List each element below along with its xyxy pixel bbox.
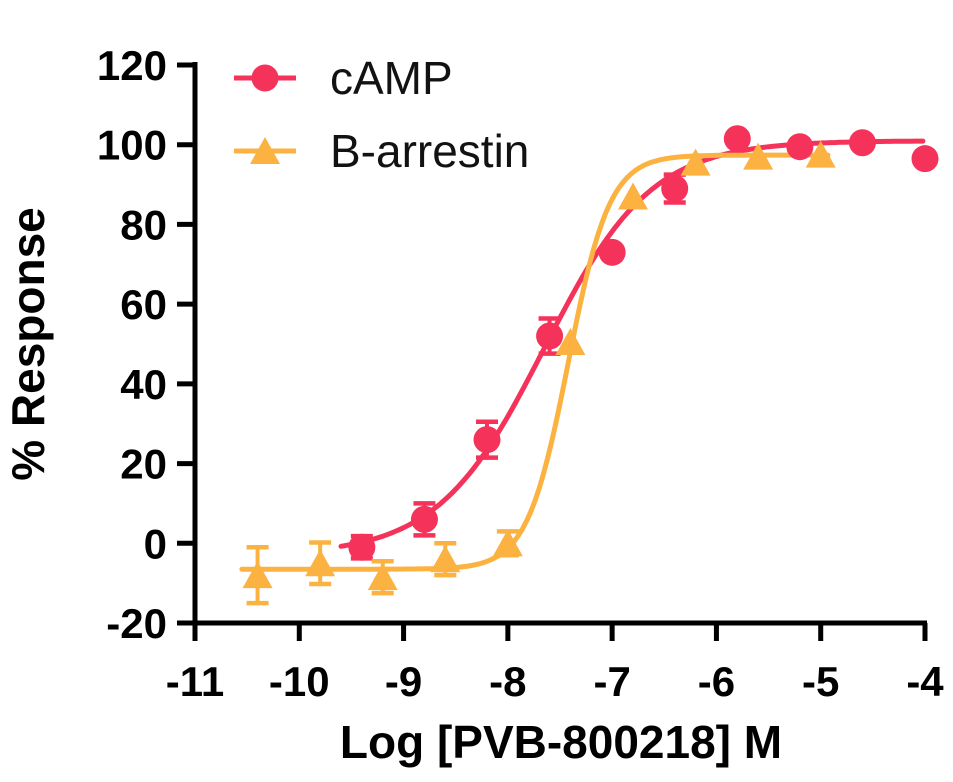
legend-item-b-arrestin: B-arrestin bbox=[234, 125, 529, 177]
y-tick-label: 0 bbox=[144, 520, 167, 567]
triangle-marker-icon bbox=[242, 561, 273, 589]
x-tick-labels: -11 -10 -9 -8 -7 -6 -5 -4 bbox=[166, 658, 945, 705]
circle-marker-icon bbox=[848, 129, 876, 157]
triangle-marker-icon bbox=[367, 563, 398, 591]
y-tick-labels: -20 0 20 40 60 80 100 120 bbox=[97, 42, 167, 647]
data-point-markers bbox=[242, 125, 939, 591]
legend-label: cAMP bbox=[330, 52, 453, 104]
x-axis-title: Log [PVB-800218] M bbox=[340, 716, 782, 768]
y-tick-label: 80 bbox=[120, 201, 167, 248]
y-tick-label: 40 bbox=[120, 361, 167, 408]
x-tick-marks bbox=[192, 623, 928, 641]
triangle-marker-icon bbox=[743, 142, 774, 170]
circle-marker-icon bbox=[473, 426, 501, 454]
y-tick-label: 60 bbox=[120, 281, 167, 328]
y-tick-label: 20 bbox=[120, 441, 167, 488]
y-axis-title: % Response bbox=[2, 207, 54, 481]
x-tick-label: -4 bbox=[906, 658, 944, 705]
error-bars bbox=[246, 172, 686, 606]
fit-curve-b-arrestin bbox=[239, 152, 831, 572]
fit-curves bbox=[239, 138, 926, 572]
circle-marker-icon bbox=[598, 238, 626, 266]
triangle-marker-icon bbox=[805, 140, 836, 168]
x-tick-label: -7 bbox=[593, 658, 630, 705]
circle-marker-icon bbox=[410, 505, 438, 533]
triangle-marker-icon bbox=[618, 182, 648, 210]
y-tick-label: -20 bbox=[106, 600, 167, 647]
circle-marker-icon bbox=[536, 322, 564, 350]
x-tick-label: -8 bbox=[489, 658, 526, 705]
legend-circle-marker-icon bbox=[251, 64, 279, 92]
y-tick-marks bbox=[177, 62, 195, 626]
triangle-marker-icon bbox=[680, 148, 711, 176]
triangle-marker-icon bbox=[492, 529, 523, 557]
circle-marker-icon bbox=[723, 125, 751, 153]
y-tick-label: 120 bbox=[97, 42, 167, 89]
x-tick-label: -5 bbox=[802, 658, 839, 705]
legend-triangle-marker-icon bbox=[250, 137, 280, 164]
legend: cAMP B-arrestin bbox=[234, 52, 529, 177]
triangle-marker-icon bbox=[430, 545, 461, 573]
x-tick-label: -6 bbox=[698, 658, 735, 705]
legend-item-camp: cAMP bbox=[234, 52, 453, 104]
circle-marker-icon bbox=[661, 175, 689, 203]
x-tick-label: -9 bbox=[385, 658, 422, 705]
circle-marker-icon bbox=[786, 133, 814, 161]
circle-marker-icon bbox=[348, 533, 376, 561]
circle-marker-icon bbox=[911, 145, 939, 173]
triangle-marker-icon bbox=[305, 549, 336, 577]
x-tick-label: -11 bbox=[166, 658, 224, 705]
legend-label: B-arrestin bbox=[330, 125, 529, 177]
x-tick-label: -10 bbox=[269, 658, 330, 705]
y-tick-label: 100 bbox=[97, 122, 167, 169]
triangle-marker-icon bbox=[555, 328, 586, 356]
